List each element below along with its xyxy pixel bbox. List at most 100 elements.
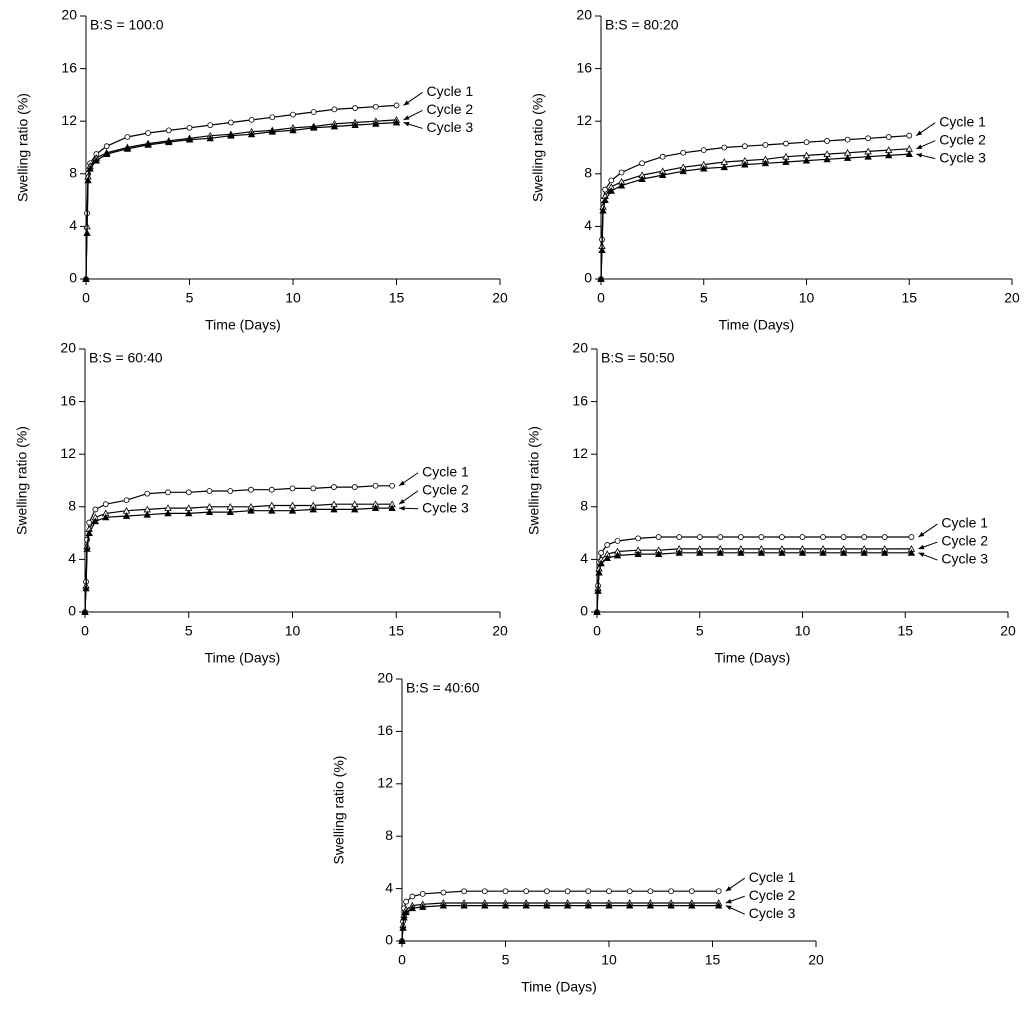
legend-arrowhead <box>725 905 732 911</box>
legend-label: Cycle 1 <box>941 515 988 531</box>
y-axis-label: Swelling ratio (%) <box>530 93 546 202</box>
x-tick-label: 0 <box>398 952 406 968</box>
legend-arrowhead <box>403 121 410 127</box>
data-point <box>393 102 400 109</box>
panel: 0 4 8 12 16 20 0 5 10 15 20 Time (Days) Swelling rat… <box>331 670 824 995</box>
data-point <box>715 901 723 909</box>
data-point <box>601 196 609 203</box>
data-point <box>398 937 406 944</box>
data-point <box>227 119 234 126</box>
data-point <box>388 504 396 512</box>
data-point <box>226 508 234 515</box>
data-point <box>584 901 592 909</box>
panel-title: B:S = 100:0 <box>90 17 164 33</box>
data-point <box>186 124 193 131</box>
data-point <box>634 550 642 558</box>
data-point <box>823 155 831 163</box>
y-tick-label: 16 <box>60 392 76 408</box>
data-point <box>103 150 111 157</box>
y-tick-label: 0 <box>580 603 588 619</box>
data-point <box>626 901 634 909</box>
data-point <box>440 889 447 896</box>
data-point <box>594 587 602 594</box>
data-point <box>165 489 171 496</box>
data-point <box>205 508 214 515</box>
data-point <box>523 888 530 895</box>
data-point <box>613 551 622 559</box>
y-tick-label: 16 <box>572 392 588 408</box>
data-point <box>593 608 601 615</box>
data-point <box>840 534 847 540</box>
data-point <box>564 888 571 895</box>
data-point <box>864 152 872 160</box>
data-point <box>737 548 745 556</box>
data-point <box>605 901 613 909</box>
data-point <box>481 888 488 895</box>
y-tick-label: 16 <box>377 722 393 738</box>
x-tick-label: 15 <box>705 952 721 968</box>
data-point <box>330 122 339 130</box>
legend-arrowhead <box>399 499 405 505</box>
data-point <box>207 122 214 129</box>
legend-label: Cycle 3 <box>749 905 796 921</box>
legend-label: Cycle 3 <box>939 149 986 165</box>
data-point <box>309 505 317 513</box>
data-point <box>144 490 151 497</box>
legend-arrowhead <box>918 544 925 550</box>
y-tick-label: 8 <box>69 165 77 181</box>
x-tick-label: 20 <box>492 623 508 639</box>
data-point <box>289 485 296 492</box>
data-point <box>310 485 317 492</box>
data-point <box>606 888 612 895</box>
data-point <box>602 186 609 193</box>
y-tick-label: 8 <box>385 827 393 843</box>
data-point <box>268 486 275 493</box>
x-tick-label: 0 <box>82 290 90 306</box>
data-point <box>824 138 830 144</box>
data-point <box>679 167 687 175</box>
series-line <box>401 902 719 942</box>
panel: 0 4 8 12 16 20 0 5 10 15 20 Time (Days) Swelling rat… <box>530 7 1020 333</box>
series-line <box>596 548 912 613</box>
y-tick-label: 20 <box>377 670 393 686</box>
data-point <box>667 901 675 909</box>
data-point <box>844 136 851 143</box>
data-point <box>502 888 509 895</box>
data-point <box>603 554 611 561</box>
y-tick-label: 4 <box>69 217 77 233</box>
data-point <box>647 888 654 895</box>
series-line <box>401 905 719 942</box>
y-axis-label: Swelling ratio (%) <box>15 93 31 202</box>
y-axis-label: Swelling ratio (%) <box>14 426 30 535</box>
data-point <box>103 143 110 150</box>
data-point <box>392 118 401 126</box>
data-point <box>185 509 193 517</box>
x-tick-label: 10 <box>601 952 617 968</box>
x-axis-label: Time (Days) <box>205 650 281 666</box>
data-point <box>289 126 297 134</box>
data-point <box>820 534 826 540</box>
y-tick-label: 4 <box>584 217 592 233</box>
x-tick-label: 10 <box>285 623 301 639</box>
data-point <box>861 534 868 540</box>
data-point <box>639 160 645 167</box>
legend-label: Cycle 1 <box>422 463 469 479</box>
data-point <box>798 548 807 556</box>
data-point <box>248 486 254 493</box>
data-point <box>290 111 296 118</box>
data-point <box>881 534 888 540</box>
data-point <box>351 121 359 129</box>
data-point <box>783 140 789 147</box>
x-axis-label: Time (Days) <box>715 650 791 666</box>
y-tick-label: 0 <box>68 603 76 619</box>
x-tick-label: 5 <box>700 290 708 306</box>
data-point <box>802 156 811 164</box>
x-tick-label: 5 <box>502 952 510 968</box>
series-line <box>600 148 910 280</box>
data-point <box>310 123 318 131</box>
data-point <box>688 888 695 895</box>
data-point <box>803 139 810 146</box>
data-point <box>122 512 131 519</box>
data-point <box>668 888 674 895</box>
